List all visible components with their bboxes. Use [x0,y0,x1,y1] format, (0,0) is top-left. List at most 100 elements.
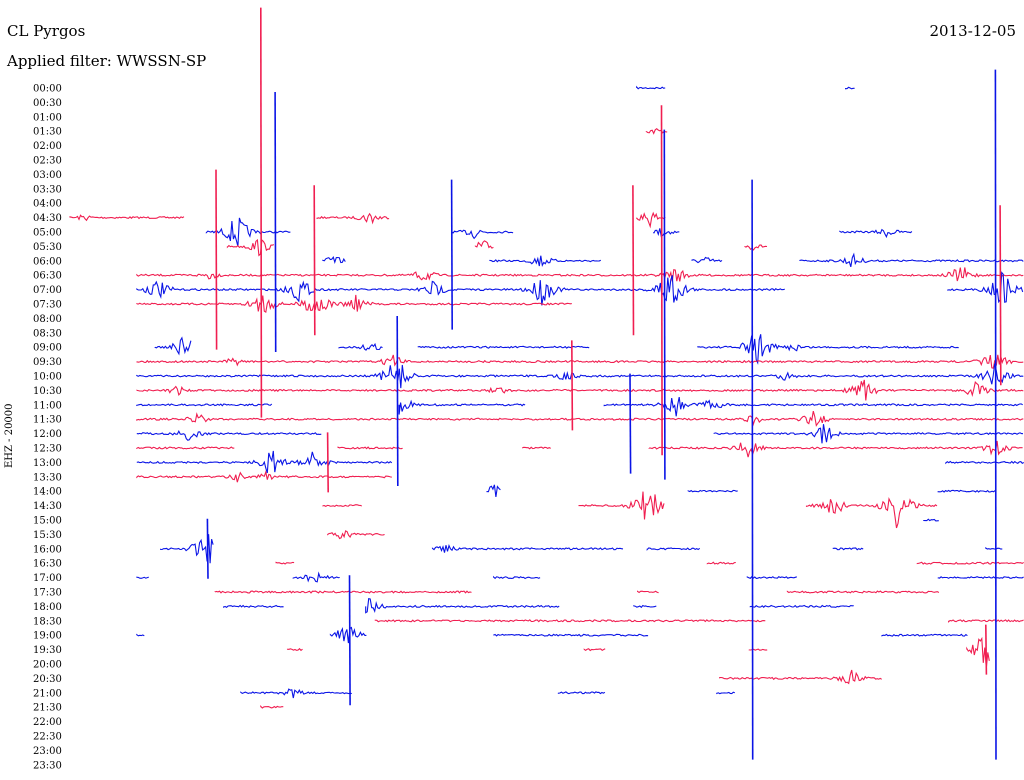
trace-segment [845,86,855,90]
tick-label: 11:00 [33,400,62,411]
event-spike [660,105,663,456]
event-spike [206,518,209,579]
tick-label: 22:30 [33,732,62,743]
trace-segment [881,633,968,637]
trace-row [214,590,940,594]
trace-segment [136,294,572,313]
tick-label: 01:00 [33,112,62,123]
trace-segment [691,256,723,264]
event-spike [313,185,316,336]
trace-segment [329,626,367,644]
filter-label: Applied filter: WWSSN-SP [7,52,207,70]
tick-label: 00:30 [33,98,62,109]
trace-row [226,238,768,257]
trace-segment [136,450,393,474]
trace-row [636,85,855,90]
trace-row [136,396,1023,417]
trace-row [205,217,913,247]
trace-segment [945,460,1024,465]
seismogram-traces [69,85,1024,709]
trace-segment [687,489,738,493]
trace-row [645,127,668,135]
event-spike [999,205,1002,386]
tick-label: 19:00 [33,631,62,642]
tick-label: 08:00 [33,314,62,325]
tick-label: 02:30 [33,156,62,167]
trace-segment [322,504,363,508]
large-event-spikes [206,7,1002,760]
trace-row [240,688,736,699]
trace-segment [799,252,1024,268]
time-tick-labels: 00:00 00:30 01:00 01:30 02:00 02:30 03:00 03:30… [33,84,62,772]
trace-segment [636,211,666,229]
tick-label: 05:30 [33,242,62,253]
trace-row [322,491,938,529]
trace-segment [337,446,403,450]
tick-label: 12:00 [33,429,62,440]
tick-label: 16:00 [33,544,62,555]
tick-label: 17:00 [33,573,62,584]
trace-row [136,424,1024,444]
event-spike [663,129,666,480]
trace-row [136,450,1024,474]
trace-segment [832,547,864,551]
event-spike [994,69,997,760]
trace-segment [637,590,659,594]
tick-label: 15:30 [33,530,62,541]
tick-label: 21:30 [33,703,62,714]
tick-label: 18:00 [33,602,62,613]
event-spike [348,575,351,706]
event-spike [632,185,635,336]
event-spike [215,169,218,350]
trace-segment [275,561,295,565]
tick-label: 23:30 [33,760,62,771]
trace-segment [214,590,472,594]
trace-segment [947,271,1024,304]
trace-segment [417,345,590,349]
tick-label: 14:30 [33,501,62,512]
event-spike [259,7,263,418]
trace-segment [474,240,494,249]
tick-label: 20:00 [33,660,62,671]
trace-row [136,267,1024,282]
trace-segment [136,354,1024,369]
event-spike [274,91,277,353]
tick-label: 04:30 [33,213,62,224]
trace-segment [749,604,854,608]
trace-segment [136,410,1024,427]
trace-segment [744,244,768,251]
trace-row [286,636,990,669]
trace-row [136,379,1024,401]
tick-label: 20:30 [33,674,62,685]
trace-row [136,294,572,313]
tick-label: 14:00 [33,487,62,498]
trace-segment [653,228,680,238]
tick-label: 10:30 [33,386,62,397]
trace-row [223,598,854,614]
event-spike [326,432,329,493]
tick-label: 03:00 [33,170,62,181]
trace-segment [136,267,1024,282]
trace-segment [786,590,940,594]
trace-segment [603,396,1023,417]
tick-label: 07:30 [33,300,62,311]
trace-segment [493,633,649,637]
tick-label: 09:00 [33,343,62,354]
trace-segment [136,633,145,637]
station-title: CL Pyrgos [7,22,86,40]
trace-segment [578,491,665,520]
trace-row [136,626,968,644]
tick-label: 03:30 [33,184,62,195]
trace-segment [286,647,303,652]
record-date: 2013-12-05 [929,22,1016,40]
trace-segment [748,648,768,651]
trace-segment [697,334,959,365]
trace-segment [398,399,526,415]
tick-label: 22:00 [33,717,62,728]
trace-segment [583,648,606,652]
trace-segment [226,238,275,257]
trace-segment [69,214,185,222]
trace-row [136,571,1024,583]
trace-segment [719,669,882,685]
tick-label: 07:00 [33,285,62,296]
